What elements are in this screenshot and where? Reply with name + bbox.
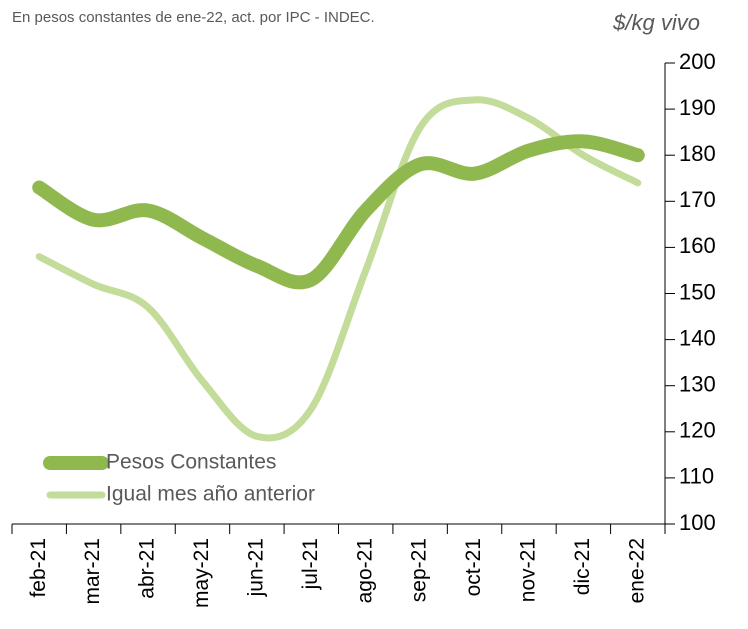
y-tick-label: 130 [679, 372, 716, 397]
y-tick-label: 100 [679, 510, 716, 535]
series-line [32, 134, 645, 290]
y-tick-label: 160 [679, 233, 716, 258]
y-tick-label: 140 [679, 325, 716, 350]
x-tick-label: oct-21 [462, 538, 485, 596]
x-tick-label: feb-21 [27, 538, 50, 598]
x-tick-label: abr-21 [136, 538, 159, 599]
y-tick-label: 200 [679, 49, 716, 74]
y-axis-label: $/kg vivo [612, 10, 700, 35]
y-tick-label: 110 [679, 464, 714, 489]
y-tick-label: 170 [679, 187, 716, 212]
x-tick-label: ene-22 [625, 538, 648, 603]
y-tick-label: 190 [679, 95, 716, 120]
legend-label: Igual mes año anterior [106, 483, 315, 506]
x-tick-label: sep-21 [408, 538, 431, 602]
x-tick-label: jun-21 [244, 538, 267, 597]
series-line [35, 96, 642, 442]
x-tick-label: dic-21 [571, 538, 594, 595]
x-tick-label: ago-21 [353, 538, 376, 603]
y-tick-label: 180 [679, 141, 716, 166]
x-tick-label: jul-21 [299, 538, 322, 590]
x-tick-label: nov-21 [517, 538, 540, 602]
y-tick-label: 150 [679, 279, 716, 304]
x-tick-label: may-21 [190, 538, 213, 608]
subtitle: En pesos constantes de ene-22, act. por … [12, 9, 375, 26]
x-tick-label: mar-21 [81, 538, 104, 605]
legend-label: Pesos Constantes [106, 451, 276, 474]
y-tick-label: 120 [679, 418, 716, 443]
